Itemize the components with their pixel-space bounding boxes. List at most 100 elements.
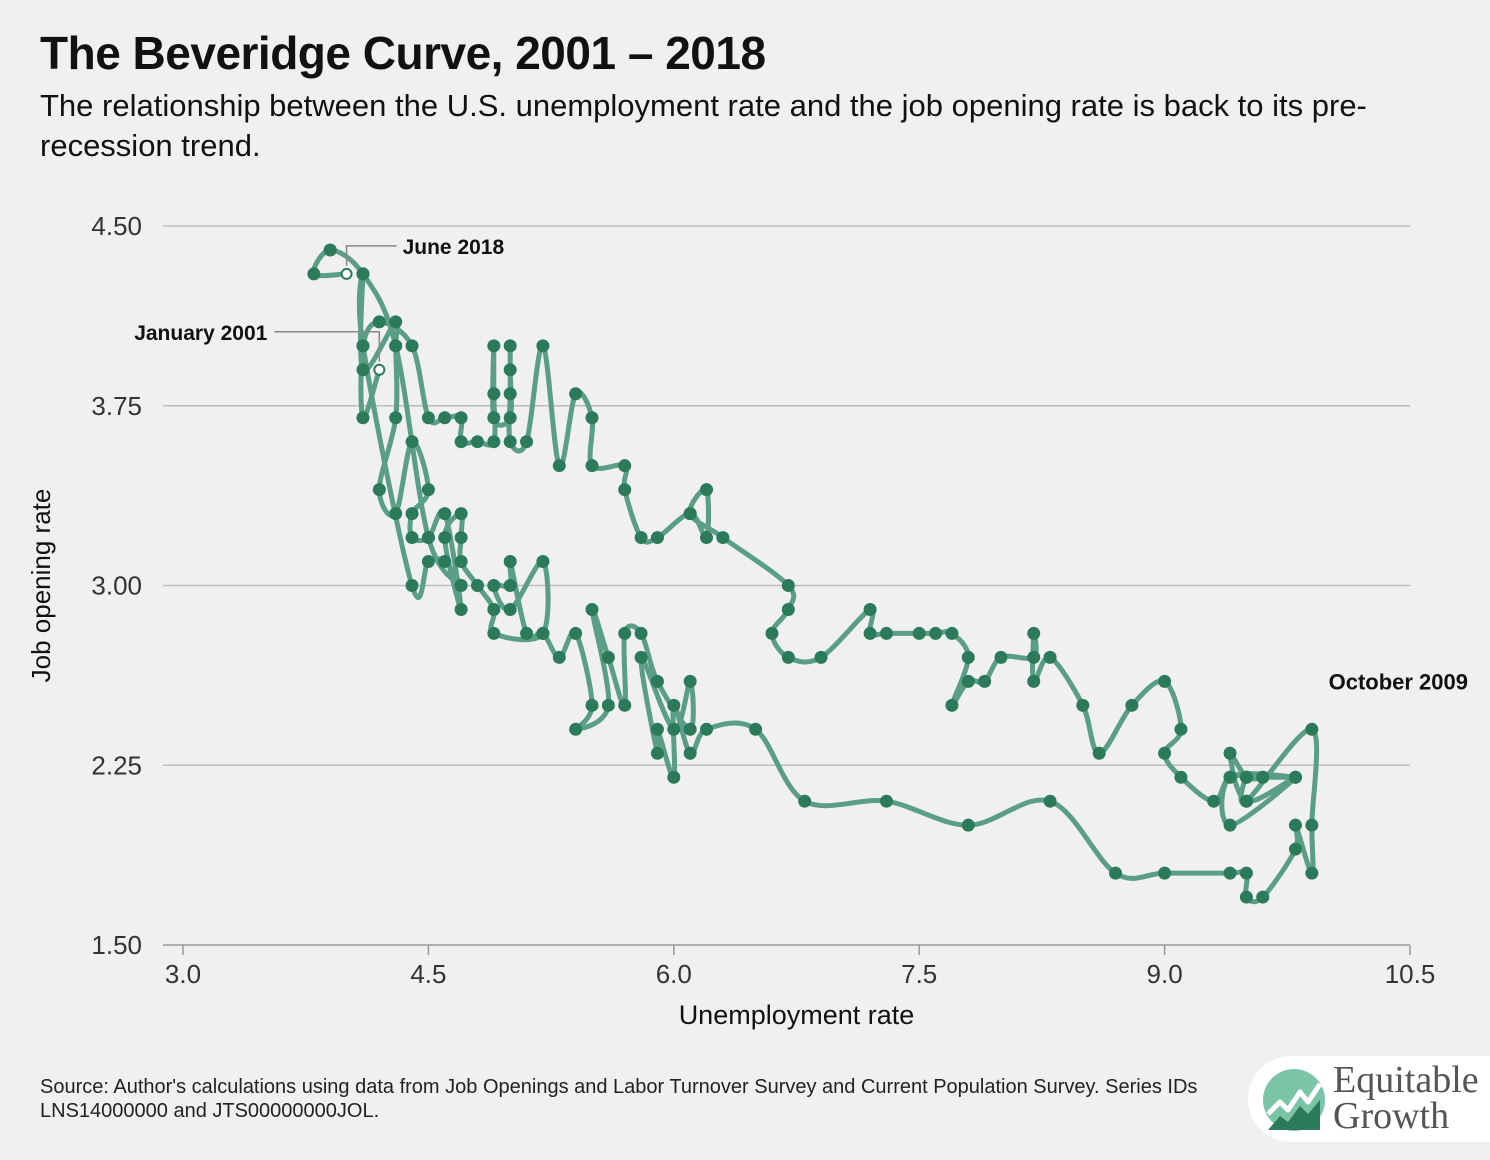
data-point	[536, 339, 550, 353]
data-point	[1027, 674, 1041, 688]
data-point	[536, 555, 550, 569]
data-point	[700, 531, 714, 545]
logo-line-1: Equitable	[1333, 1059, 1479, 1101]
data-point	[421, 411, 435, 425]
data-point	[634, 650, 648, 664]
data-point	[585, 602, 599, 616]
data-point	[1076, 698, 1090, 712]
data-point	[307, 267, 321, 281]
data-point	[1239, 890, 1253, 904]
data-point	[961, 650, 975, 664]
data-point	[1223, 818, 1237, 832]
data-point	[1288, 842, 1302, 856]
annotation-label: January 2001	[134, 322, 267, 345]
data-point	[569, 387, 583, 401]
data-point	[781, 602, 795, 616]
y-axis-title: Job opening rate	[26, 489, 56, 683]
logo-wordmark: Equitable Growth	[1333, 1059, 1479, 1137]
data-points	[307, 243, 1319, 904]
data-point	[454, 531, 468, 545]
data-point	[487, 387, 501, 401]
data-point	[1158, 674, 1172, 688]
data-point	[650, 674, 664, 688]
data-point	[503, 363, 517, 377]
data-point	[618, 459, 632, 473]
annotation-leader	[345, 245, 397, 266]
data-point	[487, 579, 501, 592]
data-point	[1223, 866, 1237, 880]
data-point	[634, 626, 648, 640]
data-point	[323, 243, 337, 257]
x-tick-label: 3.0	[165, 959, 201, 989]
data-point	[1305, 722, 1319, 736]
x-tick-label: 10.5	[1385, 959, 1436, 989]
data-point	[961, 818, 975, 832]
data-point	[749, 722, 763, 736]
data-point	[421, 531, 435, 545]
data-point	[552, 650, 566, 664]
x-tick-label: 4.5	[410, 959, 446, 989]
data-point	[503, 435, 517, 449]
data-point	[405, 579, 419, 592]
data-point	[487, 339, 501, 353]
data-point	[1027, 626, 1041, 640]
data-point	[487, 435, 501, 449]
data-point	[569, 626, 583, 640]
data-point	[601, 650, 615, 664]
data-point	[798, 794, 812, 808]
data-point	[781, 579, 795, 592]
data-point	[1207, 794, 1221, 808]
x-tick-label: 9.0	[1147, 959, 1183, 989]
data-point	[634, 531, 648, 545]
data-point	[1223, 770, 1237, 784]
data-point	[650, 746, 664, 760]
data-point	[945, 698, 959, 712]
data-point	[1288, 770, 1302, 784]
data-point	[405, 435, 419, 449]
data-point	[389, 411, 403, 425]
data-point	[356, 411, 370, 425]
data-point	[1256, 890, 1270, 904]
data-point	[503, 555, 517, 569]
axes: 1.50 2.25 3.00 3.75 4.50 3.0 4.5 6.0 7.5 9.0 10.5 U…	[26, 211, 1435, 1030]
data-point	[454, 435, 468, 449]
data-point	[1109, 866, 1123, 880]
data-point	[1092, 746, 1106, 760]
data-point	[1158, 866, 1172, 880]
data-point	[978, 674, 992, 688]
data-point	[487, 626, 501, 640]
data-point	[389, 507, 403, 521]
data-point	[454, 507, 468, 521]
data-point	[454, 579, 468, 592]
data-point	[1174, 770, 1188, 784]
chart-subtitle: The relationship between the U.S. unempl…	[40, 88, 1367, 163]
data-point	[520, 626, 534, 640]
y-tick-label: 3.75	[91, 391, 142, 421]
data-point	[487, 602, 501, 616]
data-point	[1174, 722, 1188, 736]
data-point	[552, 459, 566, 473]
endpoint-marker	[340, 267, 353, 280]
data-point	[929, 626, 943, 640]
data-point	[879, 794, 893, 808]
annotation-leader	[274, 331, 381, 362]
data-point	[683, 722, 697, 736]
data-point	[503, 387, 517, 401]
data-point	[618, 626, 632, 640]
data-point	[716, 531, 730, 545]
y-tick-label: 2.25	[91, 750, 142, 780]
data-point	[1239, 770, 1253, 784]
data-point	[503, 579, 517, 592]
data-point	[667, 770, 681, 784]
logo-line-2: Growth	[1333, 1095, 1450, 1137]
beveridge-curve-chart: 1.50 2.25 3.00 3.75 4.50 3.0 4.5 6.0 7.5 9.0 10.5 U…	[26, 211, 1468, 1030]
data-point	[438, 411, 452, 425]
data-point	[1043, 650, 1057, 664]
y-tick-label: 1.50	[91, 930, 142, 960]
x-axis-title: Unemployment rate	[679, 1000, 915, 1030]
data-point	[765, 626, 779, 640]
data-point	[667, 698, 681, 712]
series-line	[311, 247, 1320, 905]
data-point	[356, 363, 370, 377]
data-point	[1027, 650, 1041, 664]
